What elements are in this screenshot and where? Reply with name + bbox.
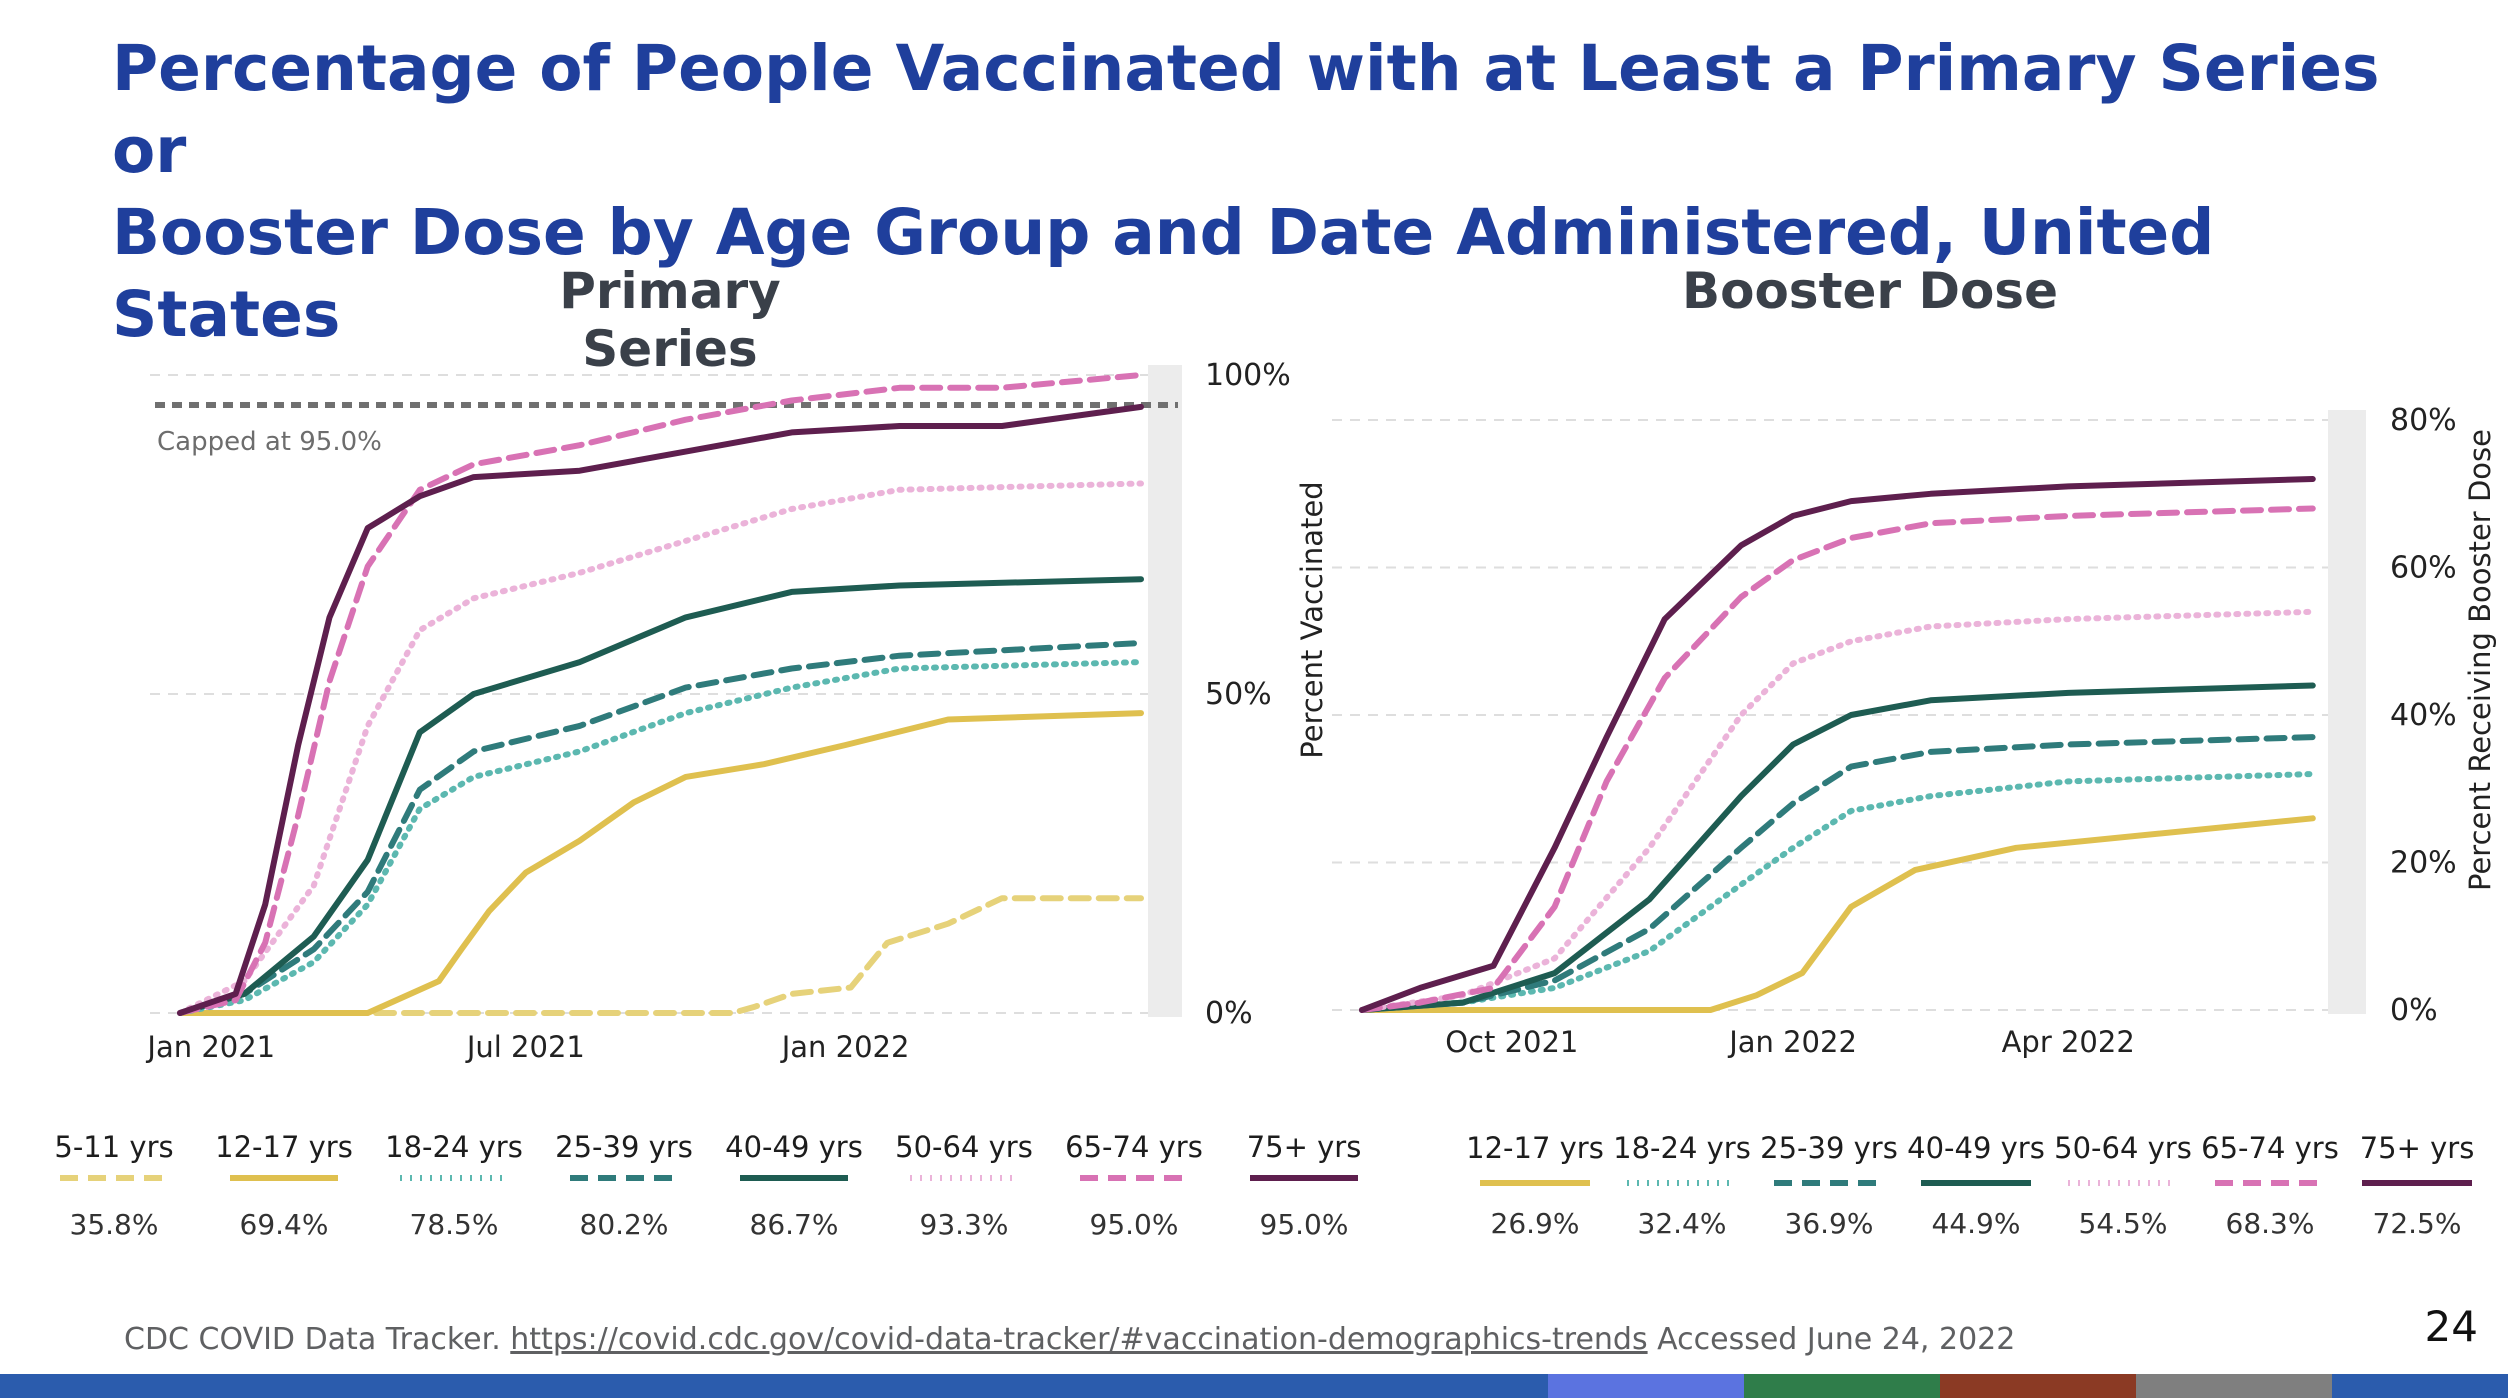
series-line bbox=[177, 480, 1144, 1016]
legend-label: 50-64 yrs bbox=[2054, 1131, 2192, 1165]
y-tick-label: 0% bbox=[2390, 993, 2438, 1028]
series-line bbox=[177, 403, 1144, 1016]
series-line bbox=[1359, 771, 2316, 1013]
x-tick-label: Jan 2022 bbox=[780, 1030, 910, 1064]
highlight-band bbox=[2328, 410, 2366, 1014]
footer-color-bar bbox=[0, 1374, 2508, 1398]
legend-value: 69.4% bbox=[240, 1208, 329, 1241]
series-line bbox=[1359, 682, 2316, 1013]
legend-value: 93.3% bbox=[920, 1208, 1009, 1241]
legend-label: 40-49 yrs bbox=[1907, 1131, 2045, 1165]
series-line bbox=[1359, 505, 2316, 1013]
x-tick-label: Apr 2022 bbox=[2002, 1025, 2135, 1059]
series-line bbox=[177, 710, 1144, 1016]
x-tick-label: Jan 2021 bbox=[145, 1030, 275, 1064]
legend-value: 95.0% bbox=[1090, 1208, 1179, 1241]
source-prefix: CDC COVID Data Tracker. bbox=[124, 1322, 511, 1357]
slide-title-line1: Percentage of People Vaccinated with at … bbox=[112, 32, 2380, 187]
footer-segment bbox=[0, 1374, 1548, 1398]
y-tick-label: 60% bbox=[2390, 551, 2457, 586]
footer-segment bbox=[1940, 1374, 2136, 1398]
legend-label: 40-49 yrs bbox=[725, 1130, 863, 1164]
y-tick-label: 0% bbox=[1205, 996, 1253, 1031]
legend-value: 68.3% bbox=[2226, 1207, 2315, 1240]
slide-title: Percentage of People Vaccinated with at … bbox=[112, 28, 2412, 356]
highlight-band bbox=[1148, 365, 1182, 1017]
series-line bbox=[1359, 734, 2316, 1013]
legend-label: 50-64 yrs bbox=[895, 1130, 1033, 1164]
y-tick-label: 20% bbox=[2390, 846, 2457, 881]
legend-label: 18-24 yrs bbox=[1613, 1131, 1751, 1165]
legend-value: 44.9% bbox=[1932, 1207, 2021, 1240]
primary-series-title: Primary Series bbox=[559, 262, 781, 378]
booster-dose-title: Booster Dose bbox=[1682, 262, 2058, 320]
footer-segment bbox=[2136, 1374, 2332, 1398]
legend-label: 25-39 yrs bbox=[555, 1130, 693, 1164]
source-suffix: Accessed June 24, 2022 bbox=[1647, 1322, 2016, 1357]
y-tick-label: 80% bbox=[2390, 403, 2457, 438]
x-tick-label: Jul 2021 bbox=[465, 1030, 585, 1064]
legend-label: 75+ yrs bbox=[2360, 1131, 2475, 1165]
series-line bbox=[177, 576, 1144, 1016]
chart-0: 100% 50% 0% Jan 2021 Jul 2021 Jan 2022 Percent… bbox=[54, 358, 1361, 1241]
x-tick-label: Jan 2022 bbox=[1727, 1025, 1857, 1059]
legend-value: 80.2% bbox=[580, 1208, 669, 1241]
series-line bbox=[177, 895, 1144, 1016]
legend-label: 18-24 yrs bbox=[385, 1130, 523, 1164]
legend-value: 26.9% bbox=[1491, 1207, 1580, 1240]
legend-value: 95.0% bbox=[1260, 1208, 1349, 1241]
y-axis-title: Percent Vaccinated bbox=[1295, 481, 1329, 758]
legend-value: 54.5% bbox=[2079, 1207, 2168, 1240]
source-citation: CDC COVID Data Tracker. https://covid.cd… bbox=[124, 1322, 2015, 1357]
legend-label: 65-74 yrs bbox=[2201, 1131, 2339, 1165]
series-line bbox=[1359, 476, 2316, 1013]
footer-segment bbox=[2332, 1374, 2508, 1398]
y-tick-label: 40% bbox=[2390, 698, 2457, 733]
footer-segment bbox=[1548, 1374, 1744, 1398]
chart-1: 80% 60% 40% 20% 0% Oct 2021 Jan 2022 Apr 2022 Pe… bbox=[1332, 403, 2497, 1240]
series-line bbox=[177, 659, 1144, 1016]
legend-label: 25-39 yrs bbox=[1760, 1131, 1898, 1165]
legend-label: 12-17 yrs bbox=[215, 1130, 353, 1164]
legend-value: 36.9% bbox=[1785, 1207, 1874, 1240]
legend-label: 5-11 yrs bbox=[54, 1130, 173, 1164]
x-tick-label: Oct 2021 bbox=[1445, 1025, 1578, 1059]
series-line bbox=[1359, 608, 2316, 1013]
legend-value: 35.8% bbox=[70, 1208, 159, 1241]
series-line bbox=[177, 372, 1144, 1016]
cap-label: Capped at 95.0% bbox=[157, 427, 382, 457]
legend-value: 86.7% bbox=[750, 1208, 839, 1241]
legend-label: 12-17 yrs bbox=[1466, 1131, 1604, 1165]
legend-value: 72.5% bbox=[2373, 1207, 2462, 1240]
legend-label: 75+ yrs bbox=[1247, 1130, 1362, 1164]
page-number: 24 bbox=[2424, 1302, 2478, 1351]
footer-segment bbox=[1744, 1374, 1940, 1398]
y-tick-label: 100% bbox=[1205, 358, 1291, 393]
y-tick-label: 50% bbox=[1205, 677, 1272, 712]
legend-label: 65-74 yrs bbox=[1065, 1130, 1203, 1164]
legend-value: 78.5% bbox=[410, 1208, 499, 1241]
series-line bbox=[1359, 815, 2316, 1013]
slide-title-line2: Booster Dose by Age Group and Date Admin… bbox=[112, 196, 2215, 351]
source-link[interactable]: https://covid.cdc.gov/covid-data-tracker… bbox=[510, 1322, 1648, 1357]
y-axis-title: Percent Receiving Booster Dose bbox=[2463, 429, 2497, 891]
series-line bbox=[177, 640, 1144, 1016]
legend-value: 32.4% bbox=[1638, 1207, 1727, 1240]
